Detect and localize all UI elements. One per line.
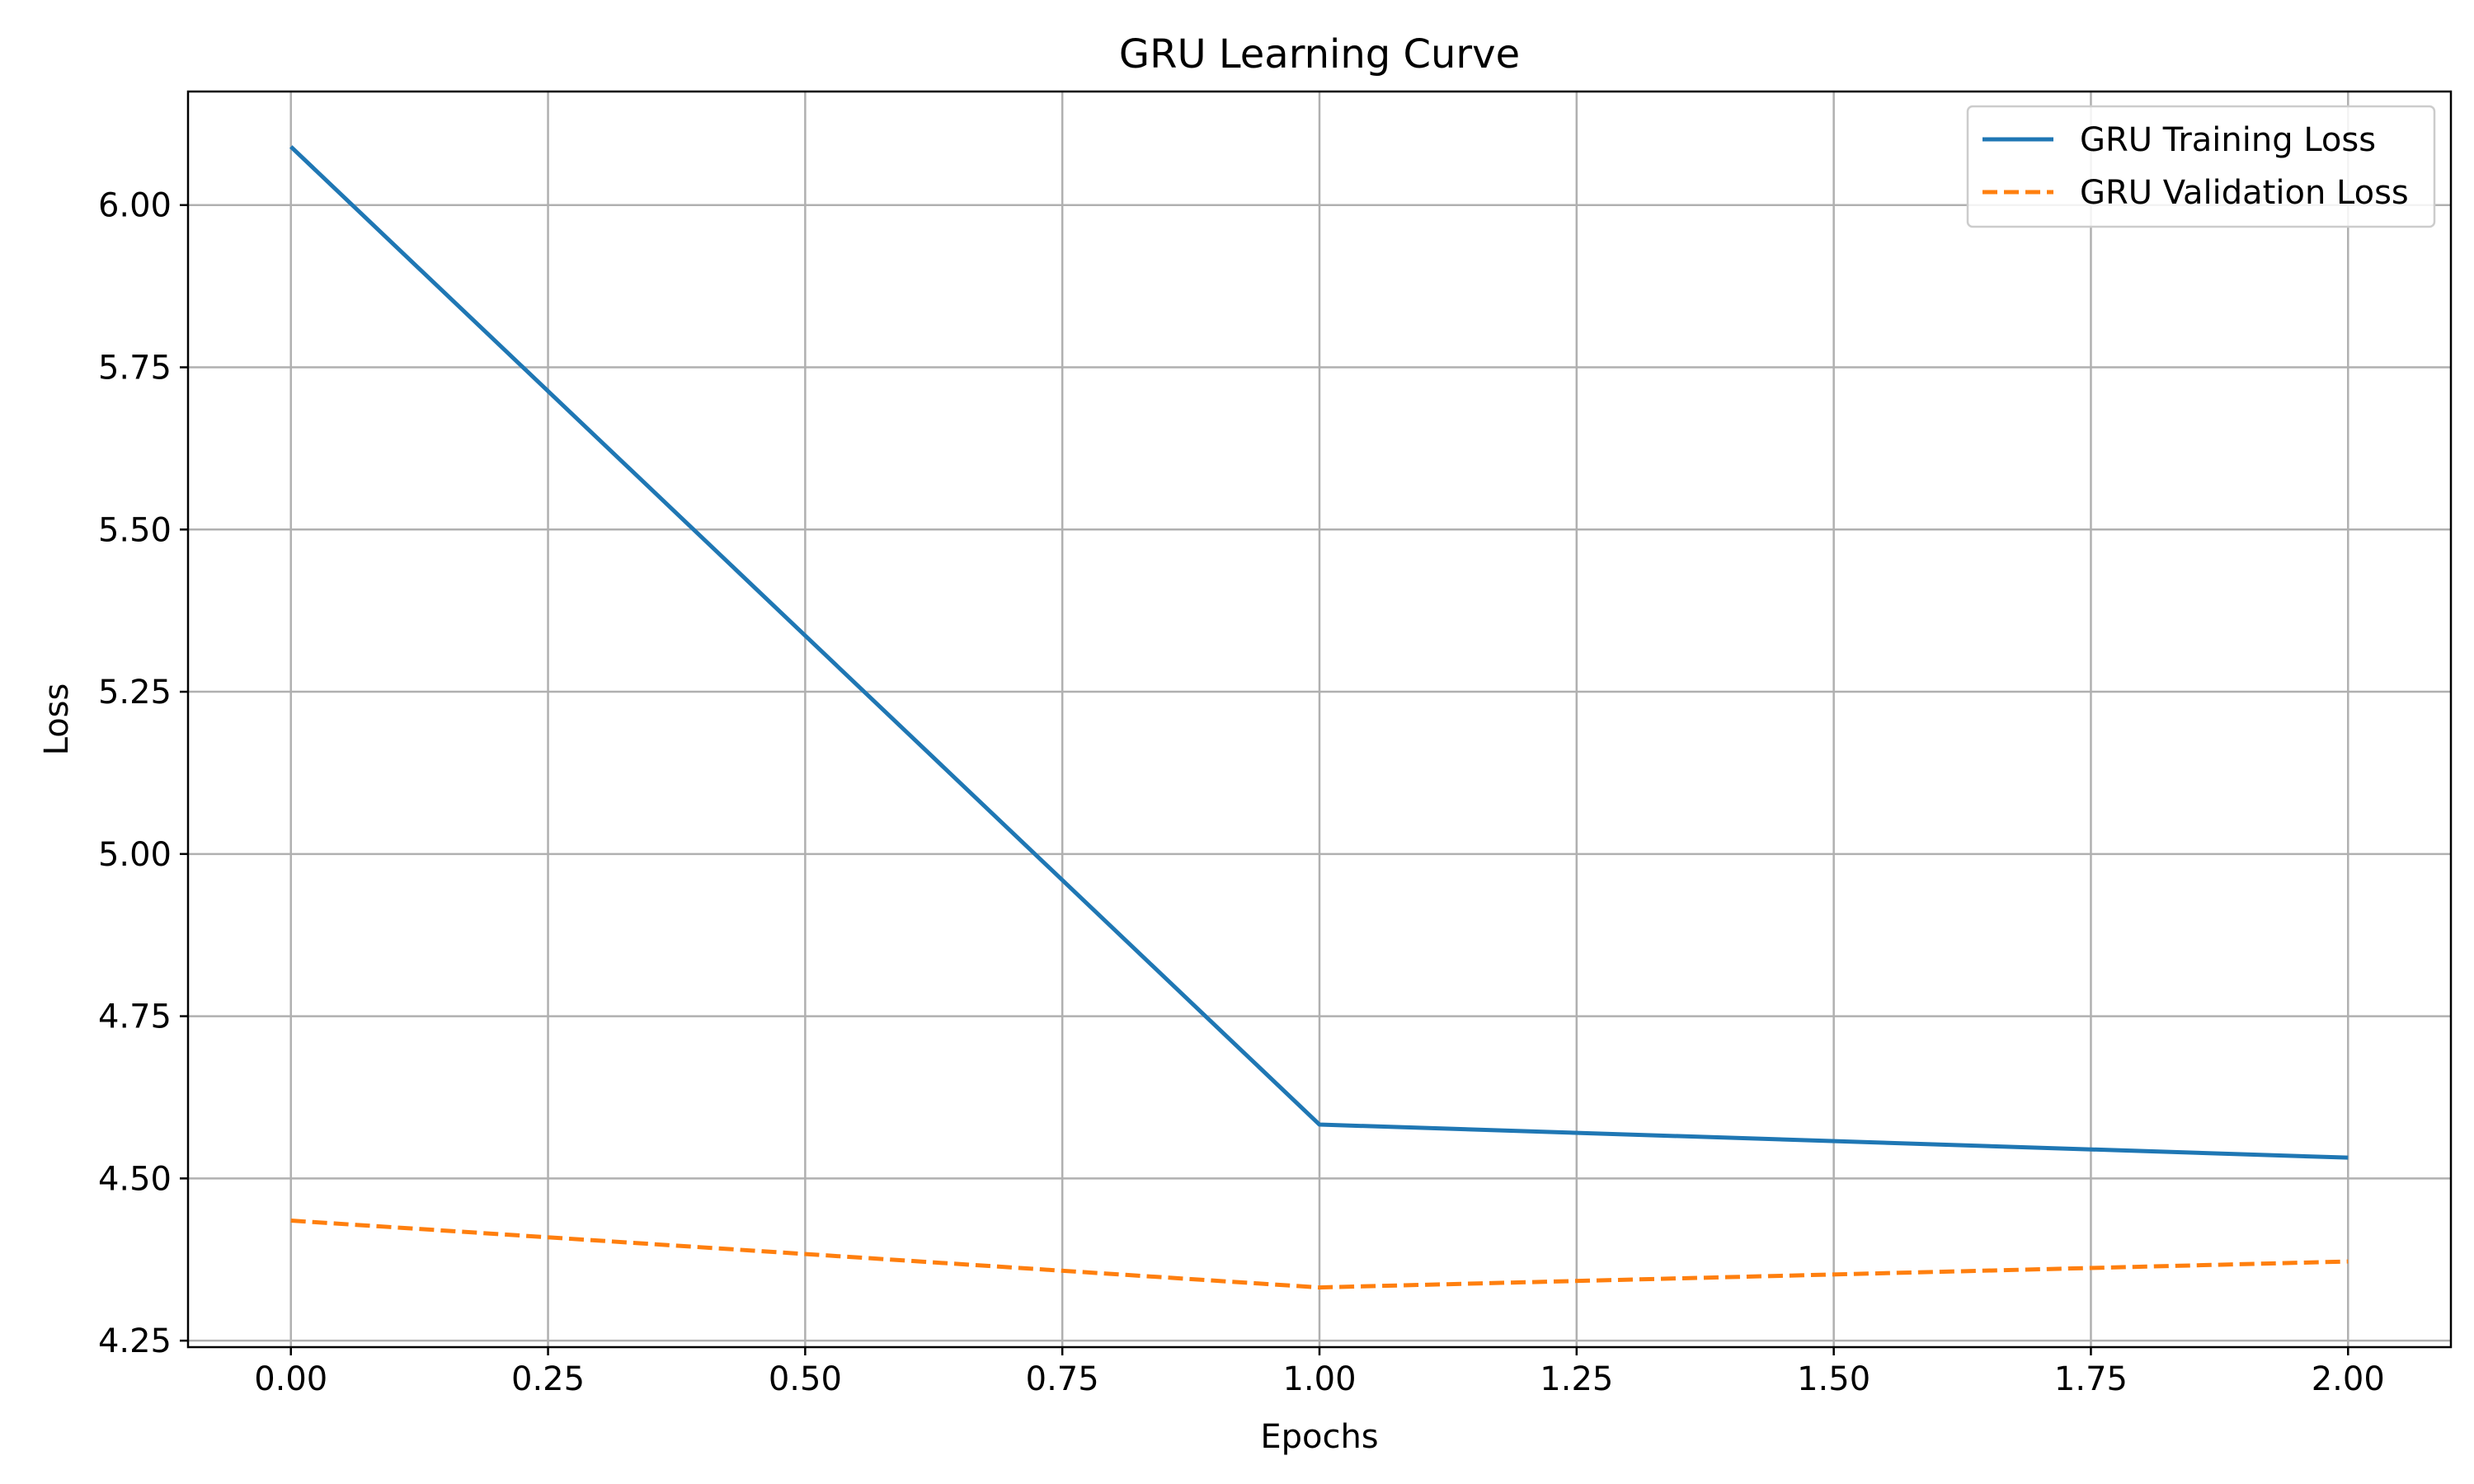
series (289, 145, 2349, 1290)
y-tick-label: 4.50 (98, 1160, 172, 1198)
legend-label: GRU Validation Loss (2080, 174, 2409, 212)
y-tick-label: 4.75 (98, 998, 172, 1036)
grid (188, 92, 2451, 1347)
x-tick-label: 0.50 (769, 1360, 842, 1398)
y-tick-label: 5.25 (98, 674, 172, 711)
y-tick-label: 4.25 (98, 1322, 172, 1360)
x-tick-label: 1.50 (1797, 1360, 1870, 1398)
legend-box (1966, 105, 2436, 228)
y-axis-label: Loss (38, 683, 76, 756)
legend-label: GRU Training Loss (2080, 121, 2376, 159)
chart-title: GRU Learning Curve (1119, 31, 1520, 77)
x-tick-label: 0.75 (1026, 1360, 1099, 1398)
legend: GRU Training Loss GRU Validation Loss (1966, 105, 2436, 228)
ticks: 0.00 0.25 0.50 0.75 1.00 1.25 1.50 1.75 2.00 4.25… (98, 187, 2385, 1398)
y-tick-label: 6.00 (98, 187, 172, 225)
y-tick-label: 5.50 (98, 511, 172, 549)
y-tick-label: 5.75 (98, 350, 172, 387)
series-line-training-loss (289, 145, 2349, 1160)
x-tick-label: 1.75 (2054, 1360, 2128, 1398)
x-tick-label: 1.00 (1282, 1360, 1356, 1398)
x-tick-label: 2.00 (2312, 1360, 2385, 1398)
x-tick-label: 0.00 (254, 1360, 327, 1398)
series-line-validation-loss (290, 1219, 2349, 1290)
x-tick-label: 0.25 (511, 1360, 585, 1398)
x-axis-label: Epochs (1260, 1418, 1378, 1456)
y-tick-label: 5.00 (98, 836, 172, 874)
x-tick-label: 1.25 (1540, 1360, 1613, 1398)
